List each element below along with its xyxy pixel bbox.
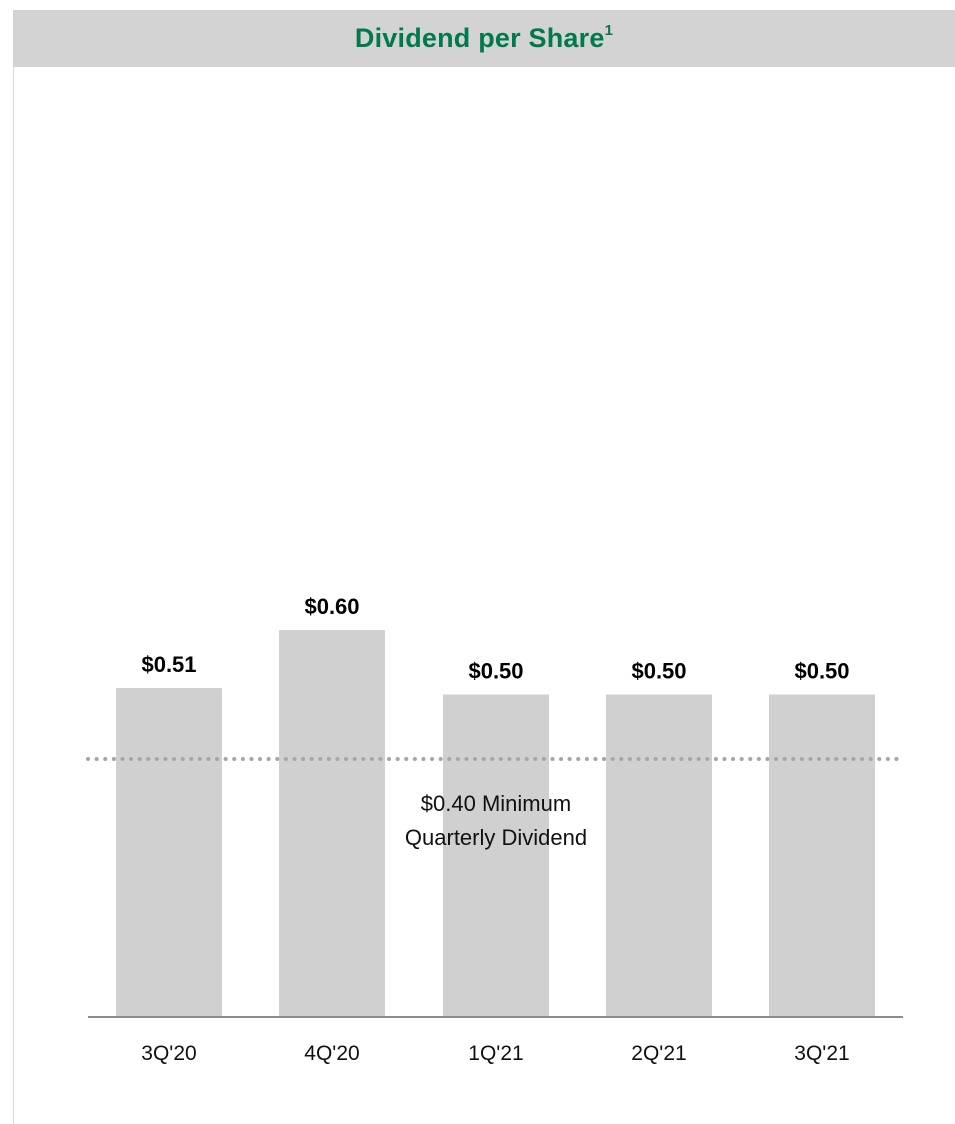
category-label: 3Q'20 [141,1042,196,1065]
bar-2Q'21 [606,694,712,1017]
bar-group [116,630,875,1017]
value-label: $0.60 [304,594,359,619]
category-label: 1Q'21 [468,1042,523,1065]
bar-3Q'20 [116,688,222,1017]
category-label: 2Q'21 [631,1042,686,1065]
value-label: $0.50 [794,659,849,684]
bar-3Q'21 [769,694,875,1017]
label-group: $0.51 3Q'20 $0.60 4Q'20 $0.50 1Q'21 $0.50 2Q'21… [141,594,849,1065]
category-label: 3Q'21 [794,1042,849,1065]
chart-title-text: Dividend per Share [354,23,605,53]
chart-title: Dividend per Share1 [354,22,614,54]
value-label: $0.50 [468,659,523,684]
footnote-marker: 1 [604,22,614,39]
left-border [13,10,14,1124]
chart-header: Dividend per Share1 [13,10,955,67]
minimum-dividend-label-line1: $0.40 Minimum [421,791,571,816]
value-label: $0.51 [141,652,196,677]
bar-1Q'21 [443,694,549,1017]
bar-4Q'20 [279,630,385,1017]
value-label: $0.50 [631,659,686,684]
category-label: 4Q'20 [304,1042,359,1065]
minimum-dividend-label-line2: Quarterly Dividend [405,825,587,850]
